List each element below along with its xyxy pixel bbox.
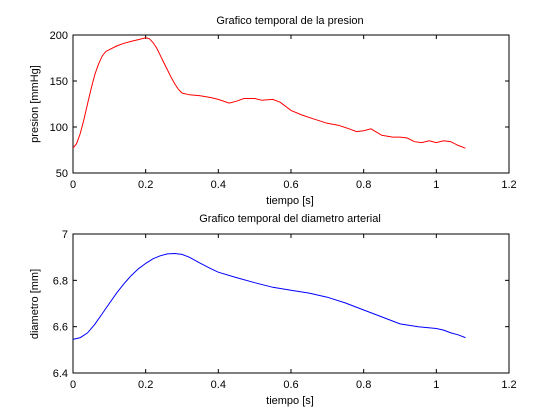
diameter-plot-tick-labels: 0 0.2 0.4 0.6 0.8 1 1.2 6.4 6.6 6.8 7 xyxy=(53,229,517,391)
diameter-plot-ylabel: diametro [mm] xyxy=(29,269,41,339)
x-tick-label: 0 xyxy=(70,379,76,391)
x-tick-label: 0.4 xyxy=(211,179,226,191)
x-tick-label: 1 xyxy=(433,179,439,191)
diameter-series-line xyxy=(72,252,466,340)
y-tick-label: 6.4 xyxy=(53,368,68,380)
x-tick-label: 1.2 xyxy=(501,379,516,391)
y-tick-label: 200 xyxy=(50,30,68,42)
diameter-plot-ticks xyxy=(72,233,510,374)
x-tick-label: 1.2 xyxy=(501,179,516,191)
pressure-plot-ticks xyxy=(72,34,510,174)
pressure-series-line xyxy=(72,37,466,149)
x-tick-label: 0 xyxy=(70,179,76,191)
y-tick-label: 50 xyxy=(56,168,68,180)
y-tick-label: 100 xyxy=(50,122,68,134)
diameter-plot: Grafico temporal del diametro arterial 0… xyxy=(29,213,517,407)
pressure-plot-title: Grafico temporal de la presion xyxy=(216,15,363,27)
diameter-plot-xlabel: tiempo [s] xyxy=(266,395,314,407)
pressure-plot-tick-labels: 0 0.2 0.4 0.6 0.8 1 1.2 50 100 150 200 xyxy=(50,30,517,191)
y-tick-label: 7 xyxy=(62,229,68,241)
x-tick-label: 0.6 xyxy=(283,179,298,191)
y-tick-label: 150 xyxy=(50,76,68,88)
x-tick-label: 0.4 xyxy=(211,379,226,391)
x-tick-label: 0.8 xyxy=(356,379,371,391)
pressure-plot: Grafico temporal de la presion 0 0.2 0.4 0.… xyxy=(29,15,517,207)
x-tick-label: 0.8 xyxy=(356,179,371,191)
x-tick-label: 1 xyxy=(433,379,439,391)
pressure-plot-ylabel: presion [mmHg] xyxy=(29,65,41,143)
y-tick-label: 6.8 xyxy=(53,275,68,287)
pressure-plot-axes-box xyxy=(72,34,510,174)
pressure-plot-xlabel: tiempo [s] xyxy=(266,195,314,207)
x-tick-label: 0.2 xyxy=(138,379,153,391)
x-tick-label: 0.6 xyxy=(283,379,298,391)
y-tick-label: 6.6 xyxy=(53,322,68,334)
diameter-plot-axes-box xyxy=(72,233,510,374)
diameter-plot-title: Grafico temporal del diametro arterial xyxy=(199,213,381,225)
x-tick-label: 0.2 xyxy=(138,179,153,191)
